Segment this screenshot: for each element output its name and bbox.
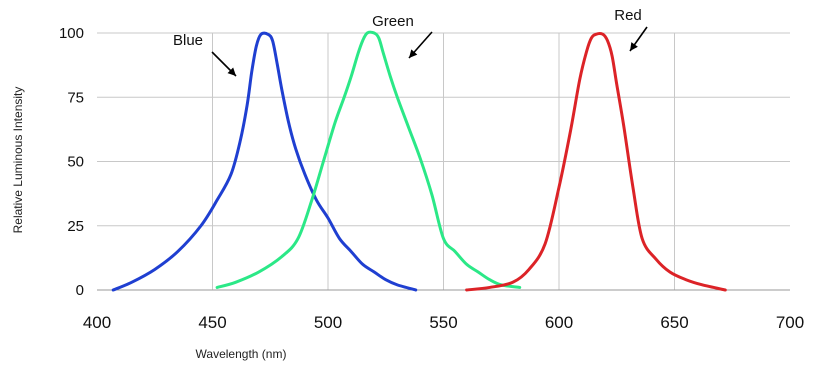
- annotation-label-green: Green: [372, 13, 414, 30]
- annotation-blue: Blue: [173, 32, 237, 77]
- annotation-label-red: Red: [614, 7, 642, 24]
- y-axis-title: Relative Luminous Intensity: [11, 87, 25, 234]
- series-line-green: [215, 30, 522, 289]
- x-tick-label-600: 600: [545, 313, 573, 332]
- y-tick-label-100: 100: [59, 25, 84, 42]
- annotation-label-blue: Blue: [173, 32, 203, 49]
- x-tick-label-400: 400: [83, 313, 111, 332]
- x-tick-label-650: 650: [660, 313, 688, 332]
- grid: [97, 32, 790, 290]
- series-line-red: [465, 32, 727, 292]
- x-tick-label-500: 500: [314, 313, 342, 332]
- series-lines: [111, 30, 727, 292]
- annotation-green: Green: [372, 13, 433, 59]
- x-axis-title: Wavelength (nm): [196, 347, 287, 361]
- x-tick-label-700: 700: [776, 313, 804, 332]
- y-tick-label-75: 75: [67, 89, 84, 106]
- annotation-arrowhead-blue: [227, 67, 236, 76]
- x-tick-label-450: 450: [198, 313, 226, 332]
- y-tick-label-50: 50: [67, 154, 84, 171]
- series-line-blue: [111, 31, 418, 292]
- x-tick-labels: 400 450 500 550 600 650 700: [83, 313, 804, 332]
- y-tick-label-25: 25: [67, 218, 84, 235]
- y-tick-label-0: 0: [76, 282, 84, 299]
- annotation-arrowhead-green: [409, 49, 418, 58]
- annotation-red: Red: [614, 7, 648, 52]
- y-tick-labels: 0 25 50 75 100: [59, 25, 84, 299]
- annotation-arrowhead-red: [630, 42, 638, 51]
- series-annotations: Blue Green Red: [173, 7, 648, 77]
- x-tick-label-550: 550: [429, 313, 457, 332]
